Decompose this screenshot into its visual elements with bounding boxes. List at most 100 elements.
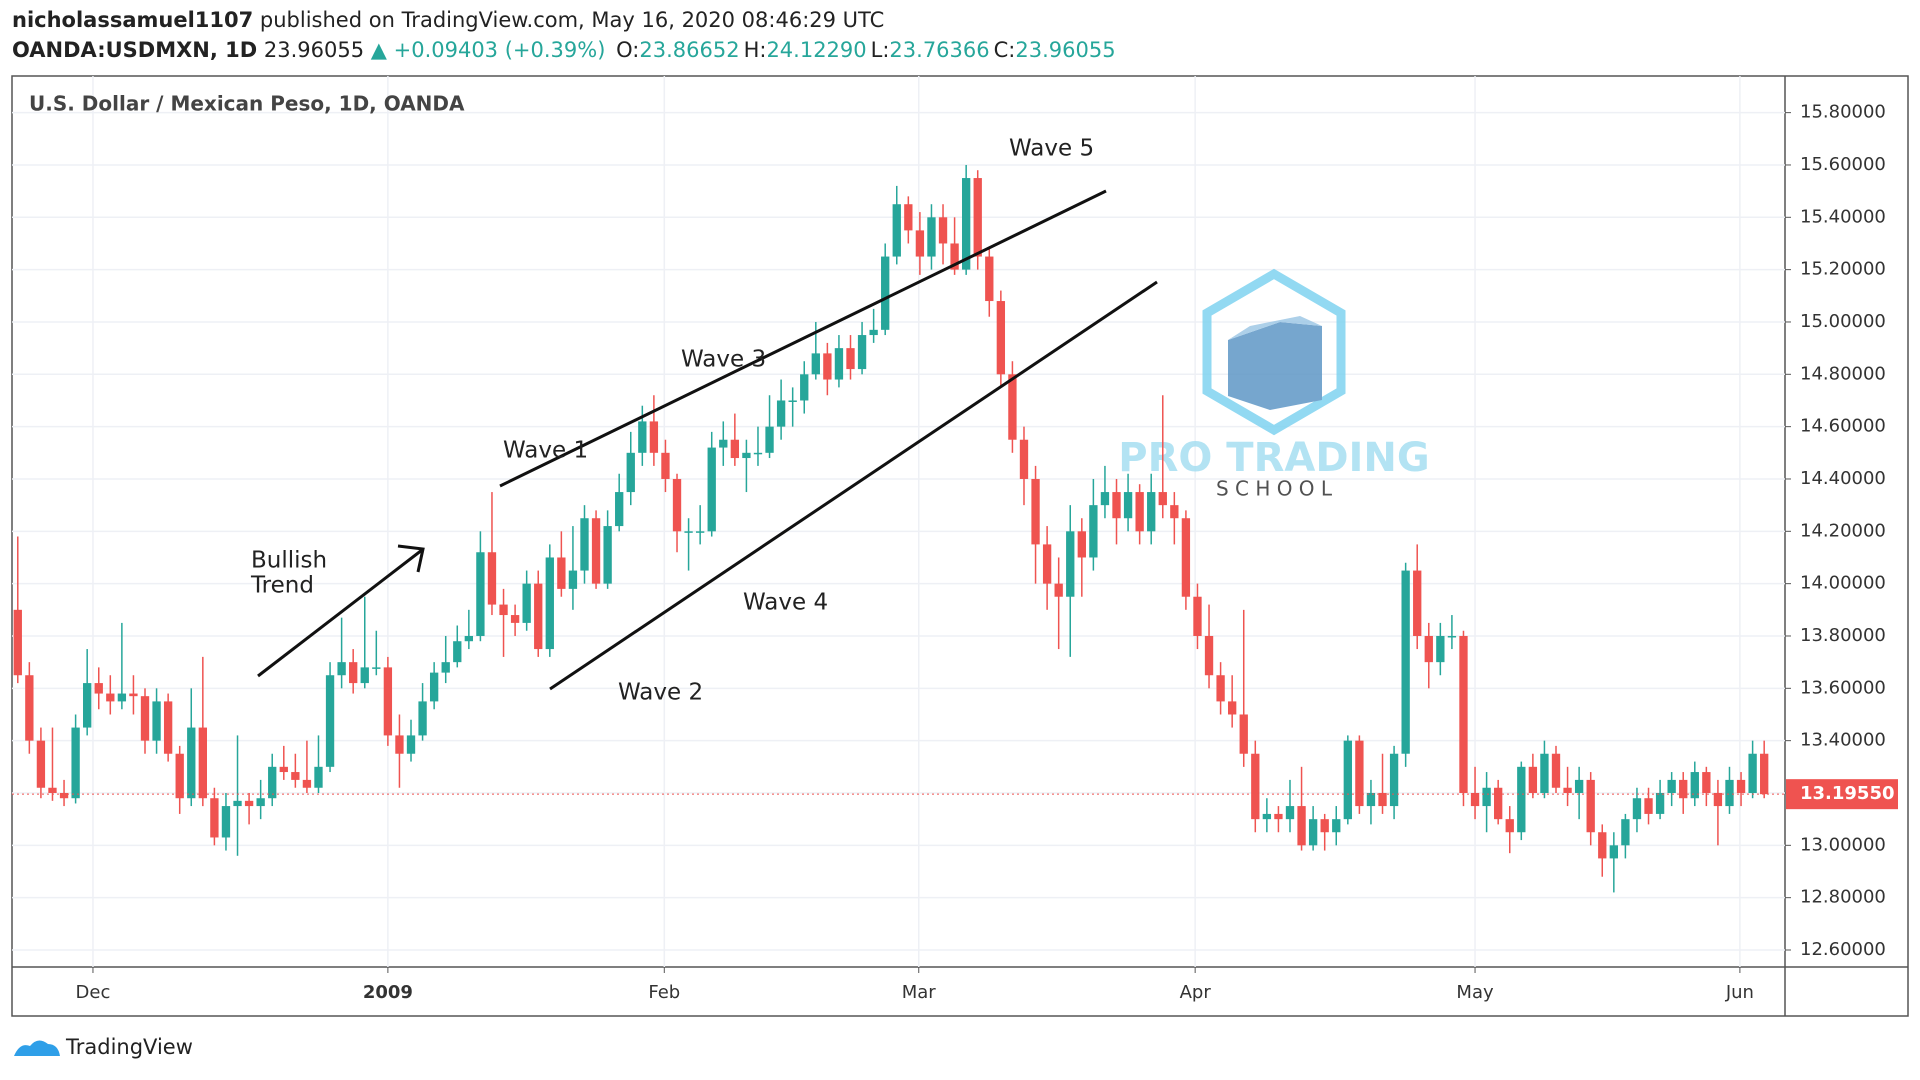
header-line: nicholassamuel1107 published on TradingV… [12, 8, 884, 32]
candle-body [580, 518, 589, 571]
ohlc-label: O: [616, 38, 640, 62]
candle-body [753, 452, 763, 455]
y-tick-label: 14.80000 [1800, 363, 1886, 384]
candle-body [499, 604, 508, 616]
candle-body [1551, 753, 1561, 788]
candles [13, 164, 1769, 893]
candle-body [1586, 779, 1595, 833]
candle-body [834, 348, 844, 380]
candle-body [1274, 813, 1283, 820]
candle-body [1042, 544, 1052, 584]
candle-body [1204, 635, 1214, 676]
y-tick-label: 12.60000 [1800, 939, 1886, 960]
author: nicholassamuel1107 [12, 8, 254, 32]
candle-body [1135, 492, 1144, 532]
candle-body [1193, 596, 1202, 636]
candle-body [383, 667, 393, 736]
candle-body [349, 662, 358, 684]
candle-body [106, 693, 115, 702]
footer: TradingView [12, 1034, 193, 1060]
candle-body [1170, 505, 1179, 519]
candle-body [94, 683, 103, 694]
y-tick-label: 13.00000 [1800, 834, 1886, 855]
candle-body [615, 492, 624, 527]
candle-body [1517, 766, 1526, 833]
footer-text: TradingView [66, 1035, 193, 1059]
candle-body [1066, 531, 1075, 597]
symbol: OANDA:USDMXN, 1D [12, 38, 258, 62]
y-tick-label: 15.00000 [1800, 311, 1886, 332]
candle-body [36, 740, 46, 788]
candle-body [1147, 492, 1156, 532]
candle-body [1470, 792, 1480, 807]
candle-body [522, 583, 531, 623]
published: published on TradingView.com, May 16, 20… [259, 8, 885, 32]
candle-body [892, 204, 901, 257]
ohlc-label: C: [993, 38, 1016, 62]
candle-body [1667, 779, 1676, 793]
candle-body [1297, 806, 1306, 846]
candle-body [1505, 819, 1514, 833]
x-tick-label: Jun [1725, 982, 1754, 1003]
frame [11, 75, 1909, 1017]
candle-body [1655, 792, 1665, 814]
candle-body [233, 800, 242, 807]
candle-body [187, 727, 196, 799]
candle-body [603, 526, 612, 584]
candle-body [441, 662, 450, 673]
candle-body [1239, 714, 1248, 754]
candle-body [638, 421, 647, 453]
x-tick-label: 2009 [363, 982, 413, 1003]
y-tick-label: 14.20000 [1800, 520, 1886, 541]
candle-body [291, 772, 300, 780]
candle-body [13, 609, 22, 676]
candle-body [1725, 779, 1734, 807]
candle-body [1598, 832, 1607, 859]
candle-body [256, 798, 265, 807]
candle-body [510, 615, 520, 623]
candle-body [129, 693, 138, 697]
candle-body [1008, 374, 1017, 440]
candle-body [823, 353, 832, 380]
candle-body [1447, 635, 1457, 638]
price: 23.96055 [263, 38, 365, 62]
y-tick-label: 13.80000 [1800, 625, 1886, 646]
candle-body [1285, 806, 1295, 820]
candle-body [1494, 787, 1503, 820]
candle-body [846, 348, 855, 370]
y-tick-label: 14.40000 [1800, 468, 1886, 489]
logo-cube-top [1228, 316, 1322, 340]
y-tick-label: 14.00000 [1800, 573, 1886, 594]
candle-body [221, 806, 231, 838]
candle-body [1251, 753, 1260, 820]
y-tick-label: 14.60000 [1800, 416, 1886, 437]
candle-body [904, 204, 913, 231]
x-tick-label: Feb [648, 982, 680, 1003]
candle-body [557, 557, 566, 589]
candle-body [1574, 779, 1584, 793]
candle-body [1436, 635, 1445, 663]
candle-body [429, 672, 439, 702]
candle-body [198, 727, 207, 799]
y-tick-label: 13.40000 [1800, 730, 1886, 751]
candle-body [314, 766, 323, 788]
candle-body [1644, 798, 1653, 814]
candle-body [1308, 819, 1318, 846]
watermark-subtitle: S C H O O L [1216, 477, 1333, 501]
ohlc: O:23.86652 H:24.12290 L:23.76366 C:23.96055 [612, 38, 1115, 62]
candle-body [1320, 819, 1329, 833]
last-price-label: 13.19550 [1800, 783, 1895, 804]
candle-body [395, 735, 404, 754]
candle-body [48, 787, 57, 793]
candle-body [1077, 531, 1086, 558]
candle-body [487, 552, 497, 605]
candle-body [1100, 492, 1110, 506]
candle-body [545, 557, 554, 650]
candle-body [453, 641, 462, 663]
candle-body [1528, 766, 1538, 793]
candle-body [337, 662, 346, 676]
candle-body [117, 693, 127, 702]
candle-body [1112, 492, 1121, 519]
candle-body [59, 792, 69, 799]
candle-body [961, 178, 971, 270]
